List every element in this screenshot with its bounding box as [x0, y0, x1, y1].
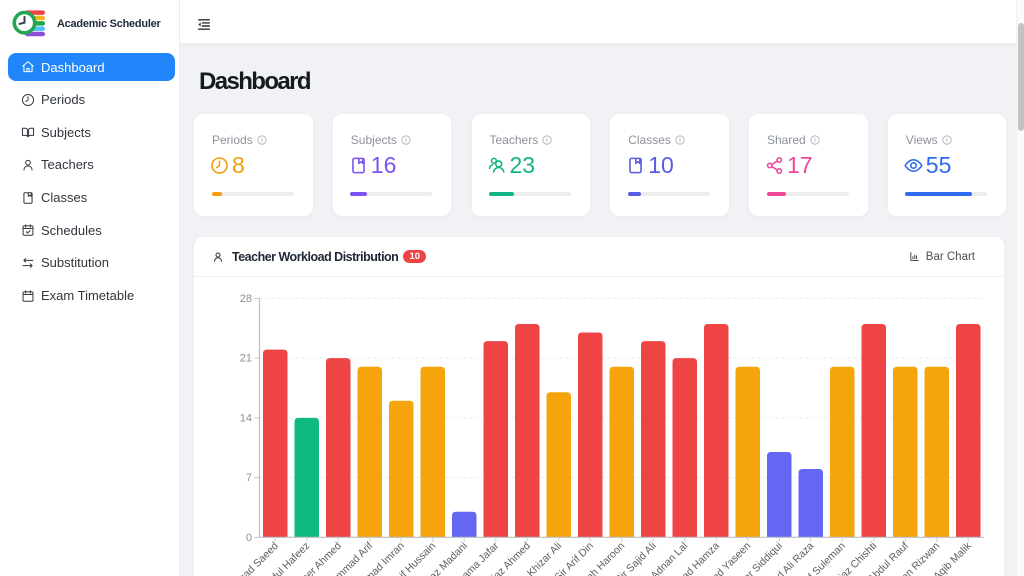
svg-text:7: 7	[246, 472, 252, 484]
svg-text:0: 0	[246, 532, 252, 544]
svg-text:14: 14	[240, 413, 252, 425]
svg-text:21: 21	[240, 353, 252, 365]
svg-text:28: 28	[240, 293, 252, 305]
